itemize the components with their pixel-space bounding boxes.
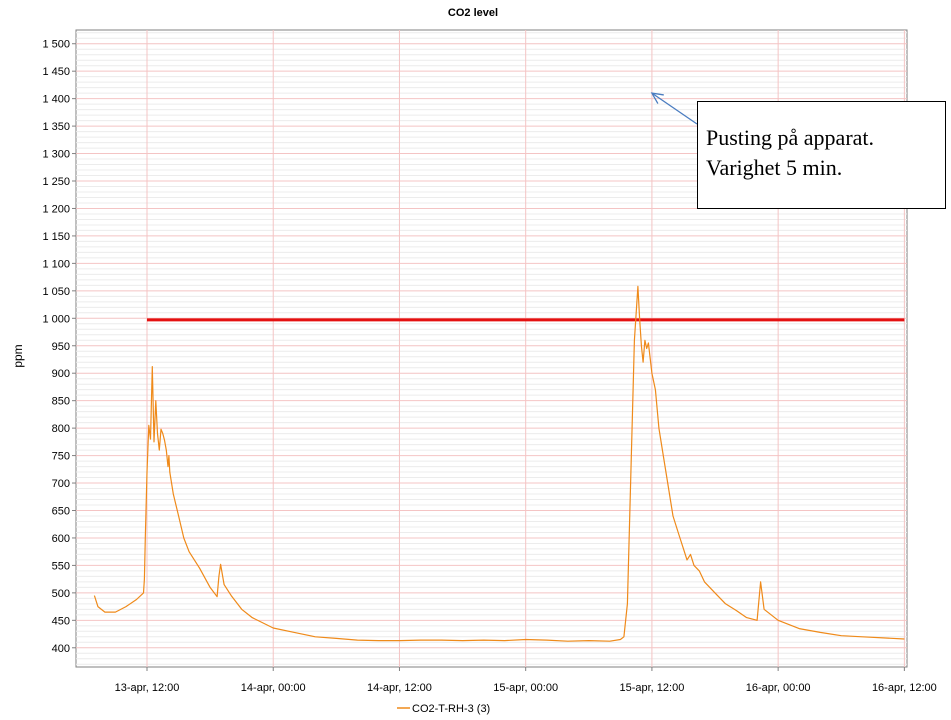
y-tick-label: 800 bbox=[52, 423, 70, 435]
x-tick-label: 15-apr, 12:00 bbox=[619, 682, 684, 694]
y-tick-label: 1 050 bbox=[42, 286, 70, 298]
y-tick-label: 400 bbox=[52, 643, 70, 655]
co2-series-line bbox=[93, 285, 905, 642]
x-tick-label: 13-apr, 12:00 bbox=[115, 682, 180, 694]
y-tick-label: 700 bbox=[52, 478, 70, 490]
x-tick-label: 16-apr, 00:00 bbox=[746, 682, 811, 694]
x-tick-label: 14-apr, 00:00 bbox=[241, 682, 306, 694]
annotation-box: Pusting på apparat. Varighet 5 min. bbox=[697, 101, 946, 209]
minor-gridlines bbox=[76, 32, 907, 665]
x-tick-label: 15-apr, 00:00 bbox=[493, 682, 558, 694]
y-tick-label: 1 500 bbox=[42, 39, 70, 51]
y-tick-label: 850 bbox=[52, 396, 70, 408]
y-tick-label: 650 bbox=[52, 505, 70, 517]
y-tick-label: 500 bbox=[52, 588, 70, 600]
annotation-line-2: Varighet 5 min. bbox=[706, 155, 843, 180]
y-tick-label: 1 250 bbox=[42, 176, 70, 188]
x-tick-label: 14-apr, 12:00 bbox=[367, 682, 432, 694]
y-axis-label: ppm bbox=[11, 344, 25, 367]
y-tick-label: 950 bbox=[52, 341, 70, 353]
x-tick-label: 16-apr, 12:00 bbox=[872, 682, 937, 694]
annotation-arrow bbox=[650, 92, 698, 125]
y-tick-label: 1 200 bbox=[42, 203, 70, 215]
chart-title: CO2 level bbox=[448, 7, 498, 19]
annotation-arrow-shaft bbox=[651, 92, 698, 125]
y-tick-label: 1 450 bbox=[42, 66, 70, 78]
y-tick-label: 600 bbox=[52, 533, 70, 545]
y-tick-label: 1 000 bbox=[42, 313, 70, 325]
y-tick-label: 900 bbox=[52, 368, 70, 380]
y-tick-label: 750 bbox=[52, 451, 70, 463]
y-tick-label: 1 300 bbox=[42, 149, 70, 161]
legend-label: CO2-T-RH-3 (3) bbox=[412, 703, 490, 715]
y-tick-label: 1 150 bbox=[42, 231, 70, 243]
y-tick-label: 550 bbox=[52, 560, 70, 572]
y-tick-label: 450 bbox=[52, 615, 70, 627]
y-tick-label: 1 400 bbox=[42, 94, 70, 106]
annotation-arrow-head bbox=[650, 92, 664, 104]
x-axis-ticks: 13-apr, 12:00 14-apr, 00:00 14-apr, 12:00 1… bbox=[115, 667, 937, 694]
y-tick-label: 1 350 bbox=[42, 121, 70, 133]
y-tick-label: 1 100 bbox=[42, 258, 70, 270]
y-axis-ticks: 1 500 1 450 1 400 1 350 1 300 1 250 1 200 1 150… bbox=[42, 39, 76, 655]
annotation-line-1: Pusting på apparat. bbox=[706, 125, 875, 150]
